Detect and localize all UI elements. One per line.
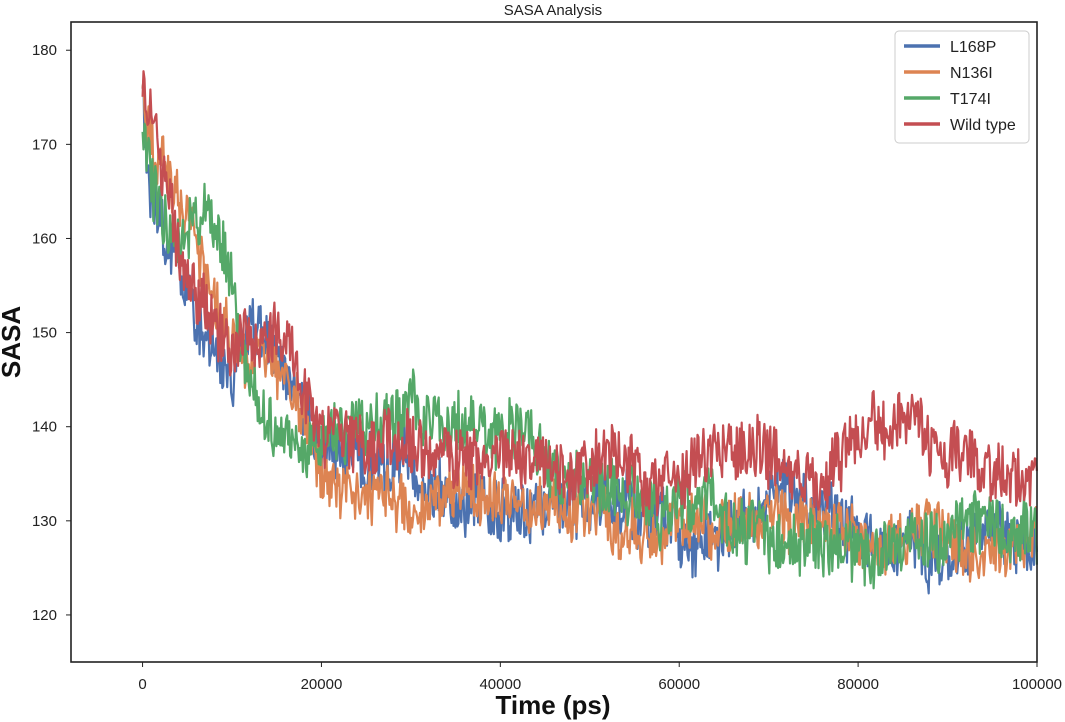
- chart-title: SASA Analysis: [504, 2, 602, 19]
- legend-entry: Wild type: [950, 117, 1016, 134]
- series-line-wild-type: [141, 70, 1038, 518]
- x-tick-label: 20000: [301, 676, 343, 693]
- y-axis-label: SASA: [0, 306, 26, 378]
- y-tick-label: 130: [32, 513, 57, 530]
- legend: L168P N136I T174I Wild type: [894, 30, 1030, 144]
- plot-frame: [70, 21, 1038, 663]
- legend-entry: L168P: [950, 39, 996, 56]
- legend-entry: T174I: [950, 91, 991, 108]
- x-tick-label: 0: [138, 676, 146, 693]
- y-tick-label: 150: [32, 325, 57, 342]
- y-tick-label: 170: [32, 136, 57, 153]
- x-tick-label: 60000: [658, 676, 700, 693]
- y-tick-label: 160: [32, 230, 57, 247]
- series-line-n136i: [141, 78, 1038, 583]
- x-axis-label: Time (ps): [495, 690, 610, 720]
- x-tick-label: 80000: [837, 676, 879, 693]
- axis-layer: 0 20000 40000 60000 80000 100000 120 130 140 150 1…: [32, 42, 1062, 693]
- series-layer: [141, 70, 1038, 595]
- legend-entry: N136I: [950, 65, 993, 82]
- x-tick-label: 100000: [1012, 676, 1062, 693]
- y-tick-label: 140: [32, 419, 57, 436]
- y-tick-label: 120: [32, 607, 57, 624]
- legend-box: [894, 30, 1030, 144]
- x-tick-label: 40000: [479, 676, 521, 693]
- y-tick-label: 180: [32, 42, 57, 59]
